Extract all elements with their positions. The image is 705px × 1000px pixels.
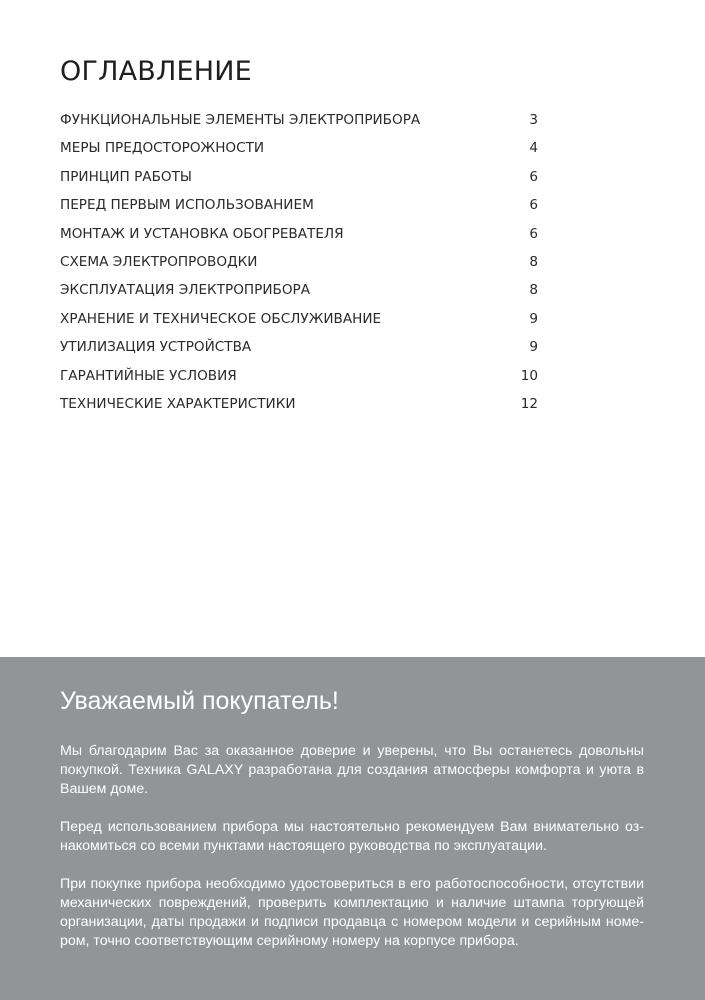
toc-item[interactable]: ПРИНЦИП РАБОТЫ 6 [60, 166, 538, 194]
toc-item-label: ПЕРЕД ПЕРВЫМ ИСПОЛЬЗОВАНИЕМ [60, 197, 314, 214]
toc-item-label: УТИЛИЗАЦИЯ УСТРОЙСТВА [60, 339, 252, 356]
paragraph-line: организации, даты продажи и подписи прод… [60, 914, 644, 930]
toc-item[interactable]: УТИЛИЗАЦИЯ УСТРОЙСТВА 9 [60, 336, 538, 364]
toc-item[interactable]: ХРАНЕНИЕ И ТЕХНИЧЕСКОЕ ОБСЛУЖИВАНИЕ 9 [60, 308, 538, 336]
paragraph-line: Мы благодарим Вас за оказанное доверие и… [60, 743, 644, 759]
paragraph-line: ром, точно соответствующим серийному ном… [60, 933, 519, 949]
toc-item-page: 12 [520, 395, 538, 412]
toc-item-label: ГАРАНТИЙНЫЕ УСЛОВИЯ [60, 367, 237, 384]
toc-item[interactable]: ЭКСПЛУАТАЦИЯ ЭЛЕКТРОПРИБОРА 8 [60, 279, 538, 307]
toc-item[interactable]: ПЕРЕД ПЕРВЫМ ИСПОЛЬЗОВАНИЕМ 6 [60, 194, 538, 222]
paragraph-line: Вашем доме. [60, 781, 149, 797]
paragraph-line: Перед использованием прибора мы настояте… [60, 819, 644, 835]
toc-item-label: ХРАНЕНИЕ И ТЕХНИЧЕСКОЕ ОБСЛУЖИВАНИЕ [60, 310, 382, 327]
toc-item[interactable]: МЕРЫ ПРЕДОСТОРОЖНОСТИ 4 [60, 137, 538, 165]
paragraph-line: накомиться со всеми пунктами настоящего … [60, 838, 547, 854]
table-of-contents: ФУНКЦИОНАЛЬНЫЕ ЭЛЕМЕНТЫ ЭЛЕКТРОПРИБОРА 3 М… [60, 109, 538, 421]
toc-item-page: 3 [529, 112, 538, 128]
greeting-paragraph: Перед использованием прибора мы настояте… [60, 818, 644, 856]
toc-item-page: 6 [529, 225, 538, 242]
toc-item-page: 8 [529, 253, 538, 270]
toc-item-page: 8 [529, 282, 538, 299]
paragraph-line: покупкой. Техника GALAXY разработана для… [60, 762, 644, 778]
toc-item-page: 10 [520, 367, 538, 384]
page-title: ОГЛАВЛЕНИЕ [60, 56, 252, 87]
greeting-panel: Уважаемый покупатель! Мы благодарим Вас … [0, 657, 705, 1000]
toc-item-label: МЕРЫ ПРЕДОСТОРОЖНОСТИ [60, 140, 265, 157]
paragraph-line: механических повреждений, проверить комп… [60, 895, 644, 911]
paragraph-line: При покупке прибора необходимо удостовер… [60, 876, 644, 892]
toc-item-page: 4 [529, 140, 538, 157]
toc-item-label: ФУНКЦИОНАЛЬНЫЕ ЭЛЕМЕНТЫ ЭЛЕКТРОПРИБОРА [60, 112, 421, 128]
toc-item[interactable]: ГАРАНТИЙНЫЕ УСЛОВИЯ 10 [60, 365, 538, 393]
toc-item-label: ПРИНЦИП РАБОТЫ [60, 168, 192, 185]
toc-item[interactable]: ФУНКЦИОНАЛЬНЫЕ ЭЛЕМЕНТЫ ЭЛЕКТРОПРИБОРА 3 [60, 109, 538, 137]
toc-item-label: СХЕМА ЭЛЕКТРОПРОВОДКИ [60, 253, 258, 270]
greeting-paragraph: Мы благодарим Вас за оказанное доверие и… [60, 742, 644, 799]
greeting-body: Мы благодарим Вас за оказанное доверие и… [60, 742, 644, 970]
toc-item-label: МОНТАЖ И УСТАНОВКА ОБОГРЕВАТЕЛЯ [60, 225, 344, 242]
toc-item-page: 9 [529, 339, 538, 356]
toc-item-page: 9 [529, 310, 538, 327]
toc-item-label: ЭКСПЛУАТАЦИЯ ЭЛЕКТРОПРИБОРА [60, 282, 311, 299]
greeting-paragraph: При покупке прибора необходимо удостовер… [60, 875, 644, 951]
toc-item[interactable]: ТЕХНИЧЕСКИЕ ХАРАКТЕРИСТИКИ 12 [60, 393, 538, 421]
toc-item-page: 6 [529, 197, 538, 214]
toc-item-label: ТЕХНИЧЕСКИЕ ХАРАКТЕРИСТИКИ [60, 395, 296, 412]
toc-item-page: 6 [529, 168, 538, 185]
greeting-heading: Уважаемый покупатель! [60, 687, 339, 715]
toc-item[interactable]: МОНТАЖ И УСТАНОВКА ОБОГРЕВАТЕЛЯ 6 [60, 223, 538, 251]
toc-item[interactable]: СХЕМА ЭЛЕКТРОПРОВОДКИ 8 [60, 251, 538, 279]
